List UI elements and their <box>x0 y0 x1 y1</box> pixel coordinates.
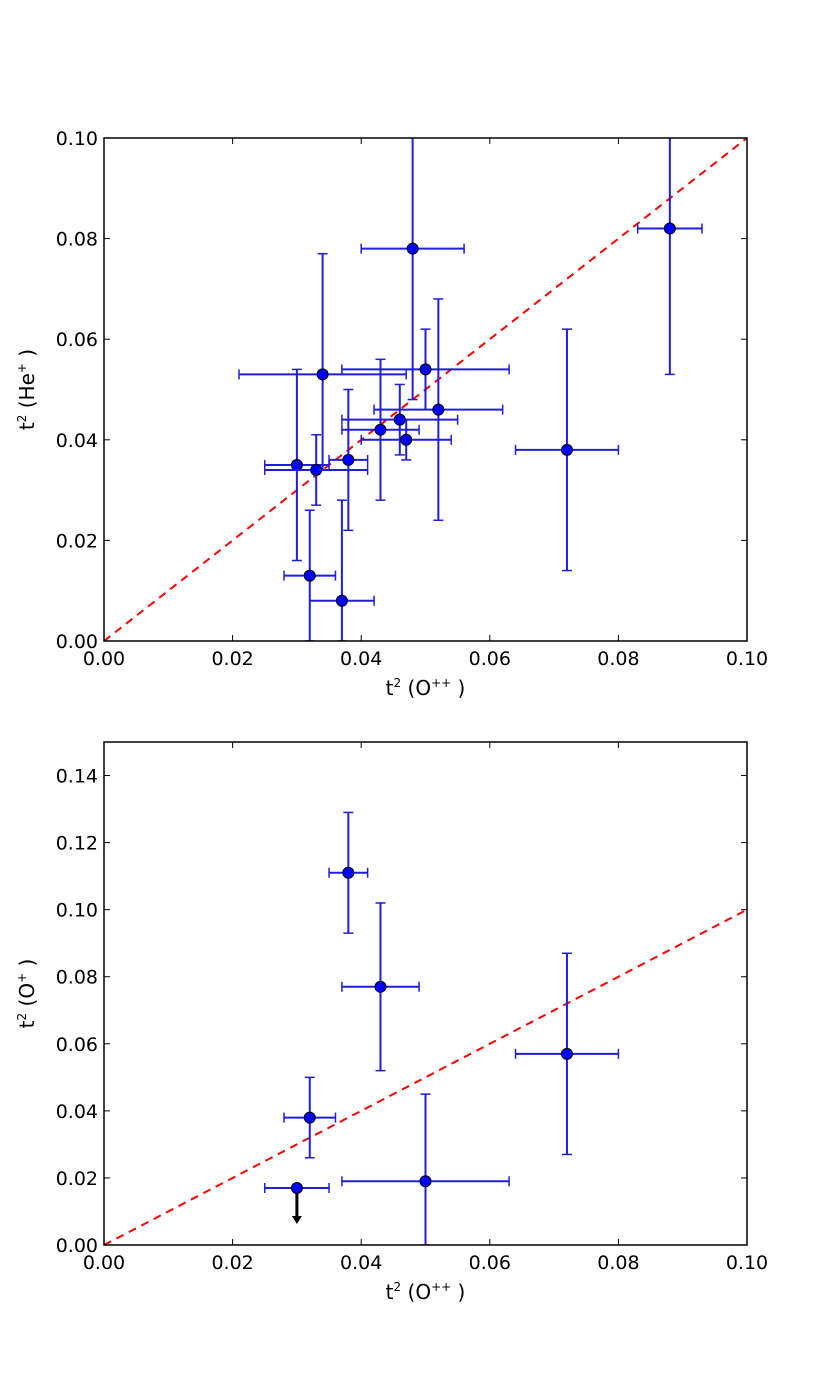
y-axis-label: t2 (He+ ) <box>15 349 39 430</box>
data-point-marker <box>400 433 413 446</box>
data-point-marker <box>342 866 355 879</box>
y-tick-label: 0.02 <box>56 1168 98 1190</box>
data-point-marker <box>342 453 355 466</box>
x-tick-label: 0.00 <box>83 1252 125 1274</box>
y-tick-label: 0.08 <box>56 967 98 989</box>
y-tick-label: 0.00 <box>56 1235 98 1257</box>
y-tick-label: 0.04 <box>56 1101 98 1123</box>
data-point-marker <box>419 1175 432 1188</box>
y-tick-label: 0.04 <box>56 430 98 452</box>
x-tick-label: 0.10 <box>726 648 768 670</box>
data-point-marker <box>335 594 348 607</box>
y-tick-label: 0.00 <box>56 631 98 653</box>
panel-top-he-vs-o: 0.00 0.02 0.04 0.06 0.08 0.10 0.00 0.02 0.04 0.06… <box>15 128 768 700</box>
x-tick-label: 0.08 <box>597 1252 639 1274</box>
plot-frame <box>103 741 748 1246</box>
x-tick-label: 0.02 <box>211 648 253 670</box>
data-point-11 <box>373 298 504 522</box>
x-tick-label: 0.08 <box>597 648 639 670</box>
x-tick-label: 0.06 <box>469 1252 511 1274</box>
one-to-one-line <box>104 908 747 1245</box>
y-axis-label: t2 (O+ ) <box>15 959 39 1029</box>
data-point-8 <box>360 418 452 461</box>
x-tick-label: 0.06 <box>469 648 511 670</box>
y-tick-label: 0.14 <box>56 766 98 788</box>
data-point-marker <box>663 222 676 235</box>
data-point-marker <box>303 1111 316 1124</box>
y-tick-label: 0.06 <box>56 1034 98 1056</box>
data-point-marker <box>303 569 316 582</box>
y-tick-label: 0.10 <box>56 128 98 150</box>
data-point-marker <box>290 1181 303 1194</box>
data-point-1 <box>283 1076 337 1159</box>
data-point-2 <box>328 811 369 934</box>
y-tick-label: 0.06 <box>56 329 98 351</box>
data-point-3 <box>341 902 420 1072</box>
x-tick-label: 0.04 <box>340 1252 382 1274</box>
x-tick-label: 0.10 <box>726 1252 768 1274</box>
x-tick-label: 0.02 <box>211 1252 253 1274</box>
panel-bottom-o-vs-o: 0.00 0.02 0.04 0.06 0.08 0.10 0.00 0.02 0.04 0.06… <box>15 741 768 1304</box>
data-point-marker <box>316 368 329 381</box>
plot-area <box>104 811 747 1245</box>
x-tick-label: 0.04 <box>340 648 382 670</box>
y-tick-label: 0.12 <box>56 833 98 855</box>
plot-area <box>104 138 747 641</box>
y-tick-label: 0.08 <box>56 229 98 251</box>
data-point-marker <box>374 980 387 993</box>
data-point-12 <box>514 328 620 572</box>
data-point-5 <box>514 952 620 1156</box>
data-point-3 <box>238 252 407 471</box>
x-axis-label: t2 (O++ ) <box>386 676 466 700</box>
data-point-4 <box>309 499 375 641</box>
data-point-0 <box>264 1181 330 1224</box>
data-point-2 <box>264 434 369 506</box>
data-point-marker <box>560 1047 573 1060</box>
data-point-9 <box>360 138 465 401</box>
data-point-5 <box>328 388 369 532</box>
data-point-marker <box>406 242 419 255</box>
data-point-13 <box>636 138 703 376</box>
data-point-marker <box>290 458 303 471</box>
data-point-marker <box>432 403 445 416</box>
plot-frame <box>103 137 748 642</box>
data-point-marker <box>560 443 573 456</box>
data-point-1 <box>283 509 337 641</box>
data-point-marker <box>419 363 432 376</box>
data-point-marker <box>374 423 387 436</box>
data-point-4 <box>341 1093 510 1245</box>
y-tick-label: 0.10 <box>56 900 98 922</box>
y-tick-label: 0.02 <box>56 530 98 552</box>
x-tick-label: 0.00 <box>83 648 125 670</box>
upper-limit-arrow-head <box>291 1215 302 1224</box>
x-axis-label: t2 (O++ ) <box>386 1280 466 1304</box>
